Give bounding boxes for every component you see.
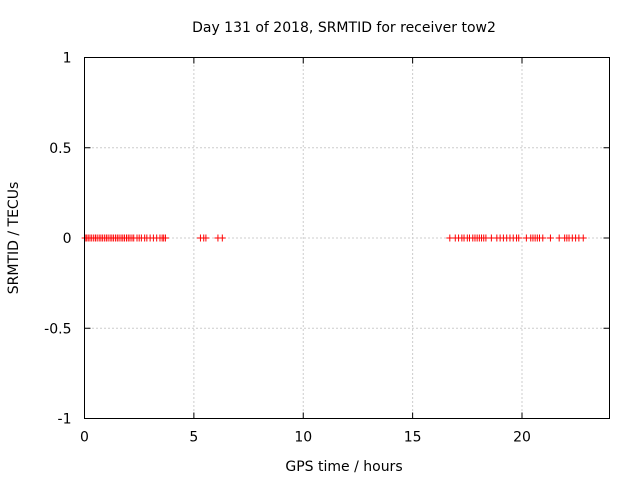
data-point [515,234,523,242]
x-tick-label: 20 [513,430,531,446]
data-point [218,234,226,242]
x-axis-label: GPS time / hours [285,459,402,475]
data-point [539,234,547,242]
data-point [202,234,210,242]
data-points [81,234,587,242]
y-axis-label: SRMTID / TECUs [6,182,22,295]
chart-title: Day 131 of 2018, SRMTID for receiver tow… [192,20,496,36]
data-point [546,234,554,242]
tick-labels: 0 5 10 15 20 -1 -0.5 0 0.5 1 [44,51,531,446]
y-tick-label: -0.5 [44,321,71,337]
x-tick-label: 0 [80,430,89,446]
y-tick-label: 0.5 [49,141,71,157]
x-tick-label: 10 [294,430,312,446]
x-tick-label: 15 [404,430,422,446]
y-tick-label: 1 [63,51,72,67]
data-point [161,234,169,242]
plot-frame [84,57,610,419]
y-tick-label: -1 [58,412,72,428]
y-tick-label: 0 [63,231,72,247]
x-tick-label: 5 [189,430,198,446]
data-point [579,234,587,242]
